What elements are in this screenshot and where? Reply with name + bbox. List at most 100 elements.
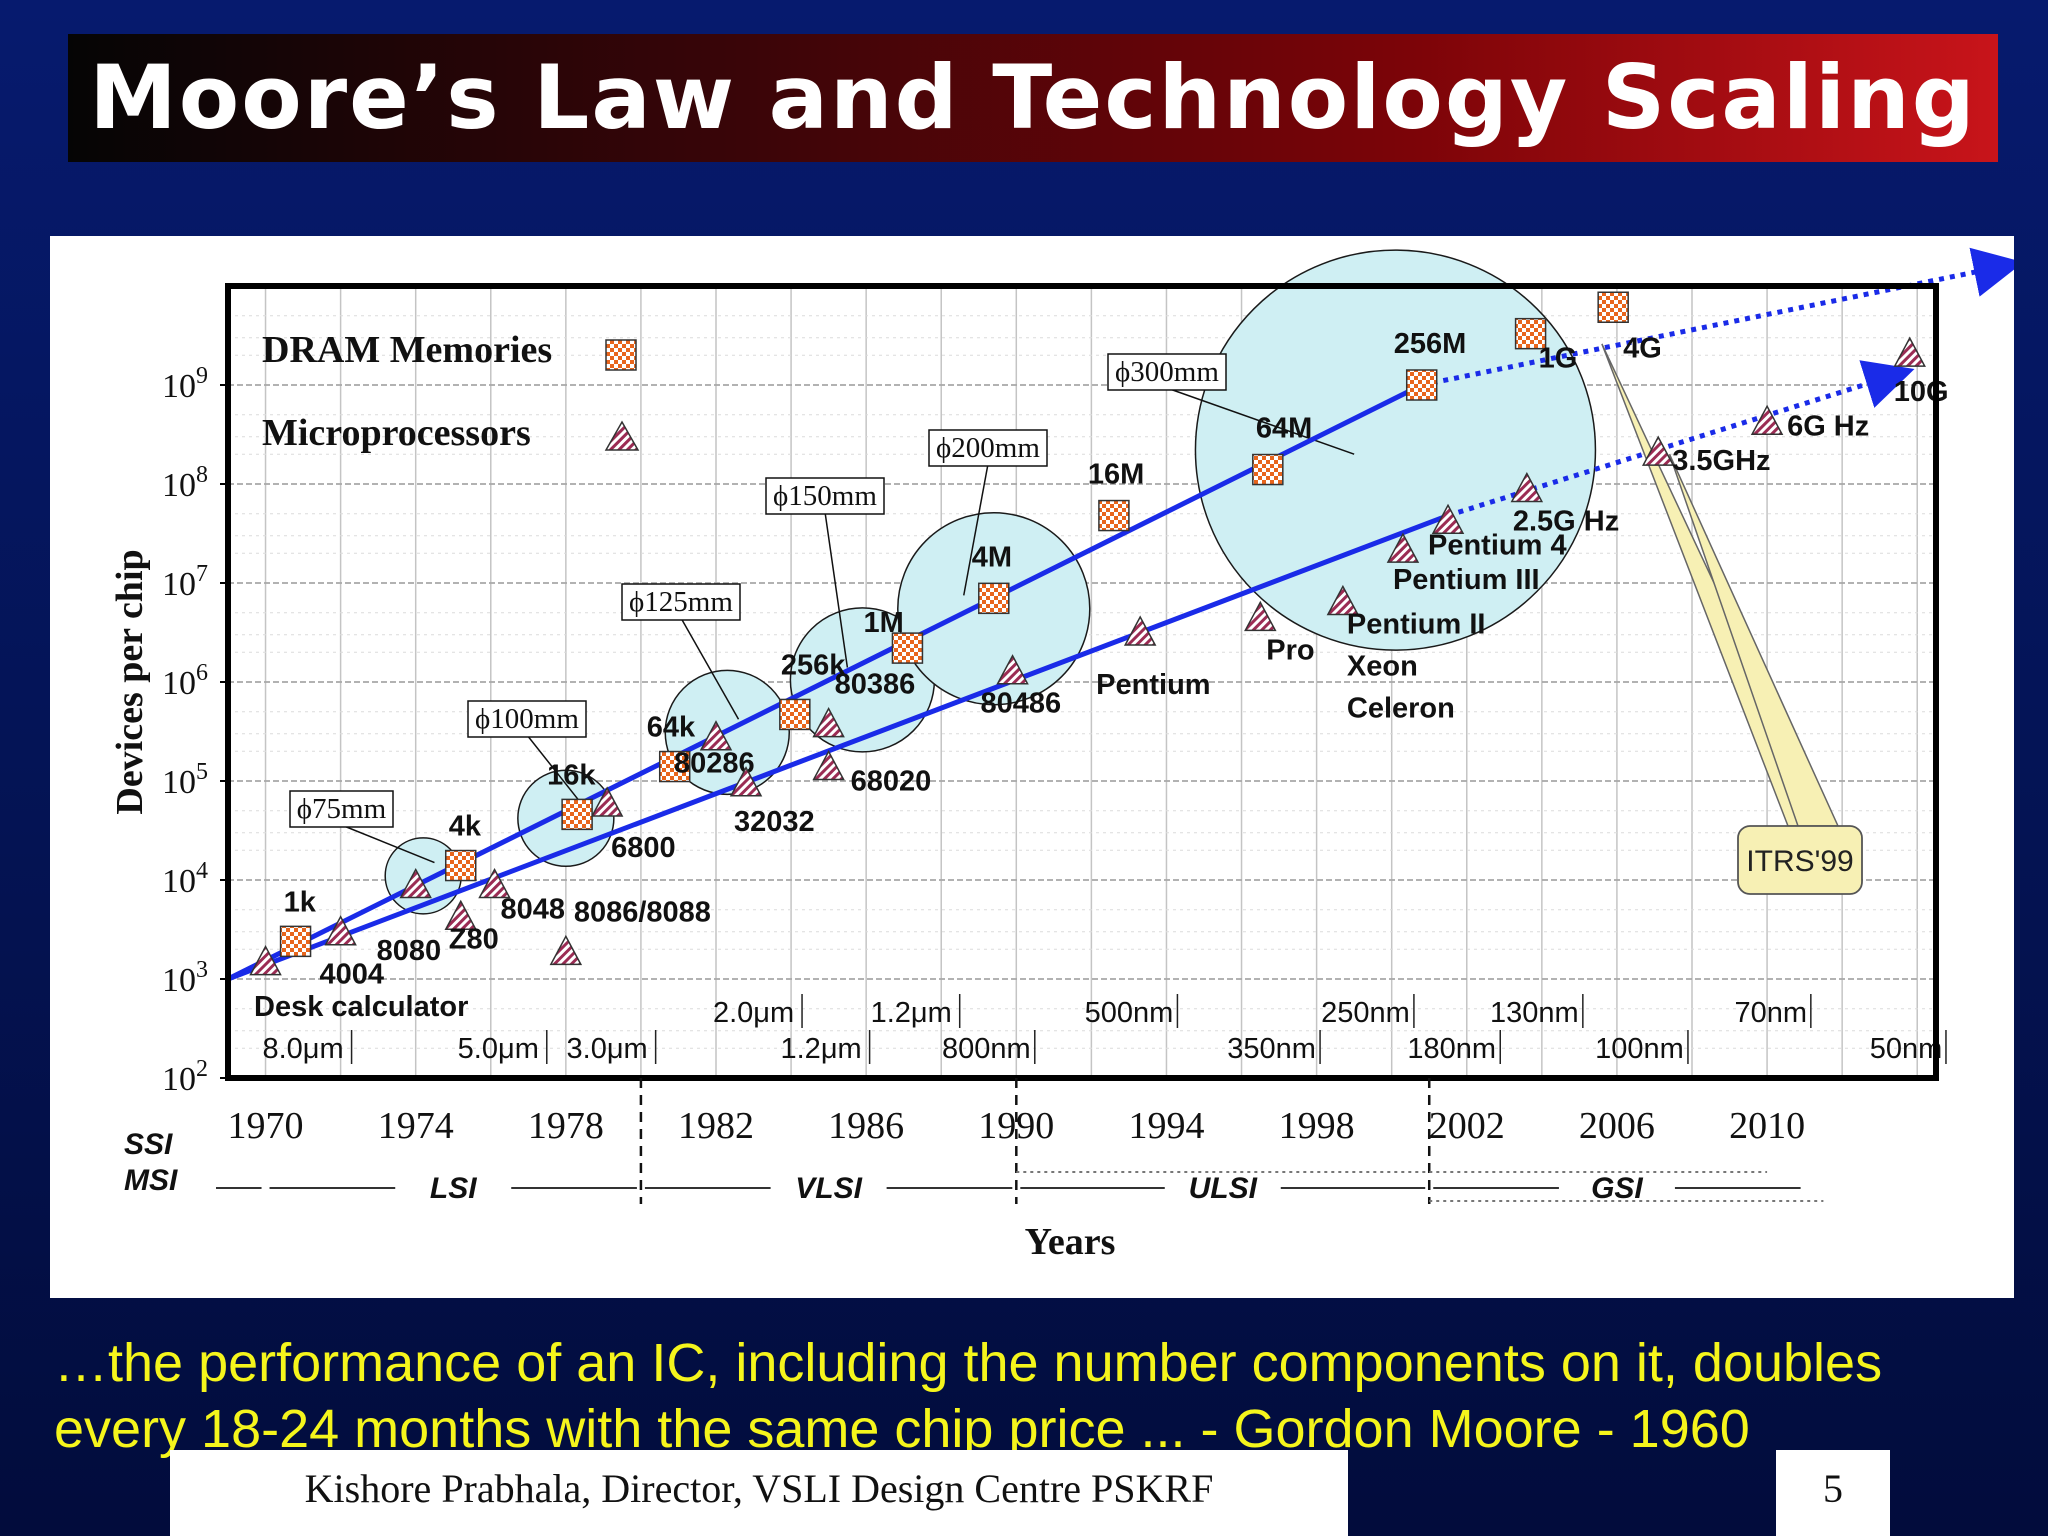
wafer-label-box: [467, 700, 587, 738]
era-label: LSI: [430, 1172, 477, 1205]
wafer-leader: [1166, 387, 1355, 455]
footer-author: Kishore Prabhala, Director, VSLI Design …: [170, 1450, 1348, 1536]
wafer-label-box: [289, 790, 394, 828]
dram-point: [444, 849, 477, 882]
cpu-point-label: Pentium: [1096, 669, 1210, 701]
cpu-point-label: Pentium 4: [1428, 529, 1567, 561]
feature-size-label: 70nm: [1735, 997, 1808, 1029]
dram-point-label: 16M: [1088, 459, 1144, 491]
dram-point-label: 256k: [781, 649, 846, 681]
feature-size-label: 50nm: [1870, 1033, 1943, 1065]
wafer-leader: [341, 824, 435, 864]
dram-point: [1252, 453, 1284, 486]
feature-size-label: 8.0μm: [262, 1033, 343, 1065]
wafer-label-box: [621, 583, 741, 621]
y-tick-label: 107: [162, 561, 208, 603]
cpu-point: [1510, 471, 1544, 503]
itrs-callout-box: [1737, 825, 1863, 895]
y-tick-label: 109: [162, 363, 208, 405]
cpu-point: [1641, 435, 1675, 466]
moore-quote: …the performance of an IC, including the…: [54, 1333, 1883, 1459]
wafer-label-box: [928, 429, 1048, 467]
feature-size-label: 800nm: [942, 1033, 1031, 1065]
cpu-point-label: Xeon: [1347, 651, 1418, 683]
x-tick-label: 1998: [1279, 1105, 1355, 1147]
x-tick-label: 1982: [678, 1105, 754, 1147]
cpu-point: [996, 654, 1029, 685]
dram-point: [891, 632, 924, 664]
cpu-point-label: 8048: [501, 894, 566, 926]
cpu-point: [249, 944, 282, 976]
cpu-point: [1893, 336, 1926, 367]
cpu-point: [1750, 404, 1784, 436]
dram-point-label: 1k: [284, 886, 317, 918]
x-tick-label: 1978: [528, 1105, 604, 1147]
dram-point-label: 16k: [547, 759, 596, 791]
cpu-point: [549, 934, 583, 966]
cpu-point: [478, 867, 511, 899]
cpu-point-label: Pentium II: [1347, 609, 1486, 641]
dram-point: [561, 798, 593, 831]
desk-calculator-label: Desk calculator: [254, 991, 468, 1023]
x-tick-label: 1986: [828, 1105, 904, 1147]
x-tick-label: 1974: [378, 1105, 454, 1147]
x-tick-label: 1970: [228, 1105, 304, 1147]
cpu-point: [1431, 503, 1465, 535]
dram-point: [279, 925, 312, 958]
cpu-point-label: 6800: [611, 832, 676, 864]
cpu-point-label: 4004: [320, 959, 385, 991]
cpu-point: [729, 766, 763, 797]
x-tick-label: 2006: [1579, 1105, 1655, 1147]
cpu-point: [444, 899, 477, 931]
itrs-pointer: [1668, 453, 1840, 827]
itrs-label: ITRS'99: [1746, 845, 1853, 878]
y-tick-label: 105: [162, 759, 208, 801]
wafer-circle: [1194, 249, 1597, 651]
feature-size-label: 350nm: [1227, 1033, 1316, 1065]
title-bar: Moore’s Law and Technology Scaling: [68, 34, 1998, 162]
legend-cpu-label: Microprocessors: [262, 412, 531, 454]
chart-panel: ϕ75mm ϕ100mm ϕ125mm ϕ150mm ϕ200mm ϕ300mm ITRS'…: [50, 236, 2014, 1298]
era-label: GSI: [1591, 1172, 1643, 1205]
cpu-point-label: 32032: [734, 806, 815, 838]
feature-size-label: 5.0μm: [458, 1033, 539, 1065]
trend-line: [227, 513, 1449, 982]
wafer-size-label: ϕ200mm: [936, 432, 1040, 464]
y-tick-label: 102: [162, 1056, 208, 1098]
x-axis-label: Years: [1025, 1221, 1116, 1263]
cpu-point-label: 80486: [981, 688, 1062, 720]
dram-point-label: 64M: [1256, 413, 1312, 445]
wafer-size-label: ϕ300mm: [1115, 356, 1219, 388]
dram-point-label: 1M: [863, 607, 903, 639]
cpu-point-label: 80286: [674, 748, 755, 780]
legend-dram-marker: [605, 339, 637, 371]
y-tick-label: 108: [162, 462, 208, 504]
dram-point-label: 64k: [647, 712, 696, 744]
feature-size-label: 3.0μm: [567, 1033, 648, 1065]
cpu-point-label: 80386: [835, 669, 916, 701]
wafer-leader: [963, 463, 989, 596]
cpu-point-label: 3.5GHz: [1672, 445, 1770, 477]
cpu-point-label: 10G: [1894, 376, 1949, 408]
wafer-size-label: ϕ150mm: [773, 480, 877, 512]
era-label: ULSI: [1189, 1172, 1258, 1205]
cpu-point-label: 68020: [851, 766, 932, 798]
cpu-point: [590, 786, 624, 817]
wafer-label-box: [765, 477, 885, 515]
x-tick-label: 2002: [1429, 1105, 1505, 1147]
dram-point: [1098, 499, 1130, 532]
feature-size-label: 180nm: [1407, 1033, 1496, 1065]
dram-point-label: 4k: [449, 811, 482, 843]
feature-size-label: 250nm: [1321, 997, 1410, 1029]
cpu-point: [699, 720, 733, 751]
dram-point: [779, 698, 811, 731]
dram-point-label: 4G: [1623, 332, 1662, 364]
cpu-point-label: Z80: [449, 923, 499, 955]
dram-point: [978, 582, 1010, 615]
y-tick-label: 103: [162, 957, 208, 999]
feature-size-label: 500nm: [1085, 997, 1174, 1029]
slide-title: Moore’s Law and Technology Scaling: [89, 46, 1977, 149]
cpu-point-label: 6G Hz: [1787, 410, 1869, 442]
wafer-label-box: [1107, 353, 1227, 391]
cpu-point: [1326, 584, 1360, 616]
